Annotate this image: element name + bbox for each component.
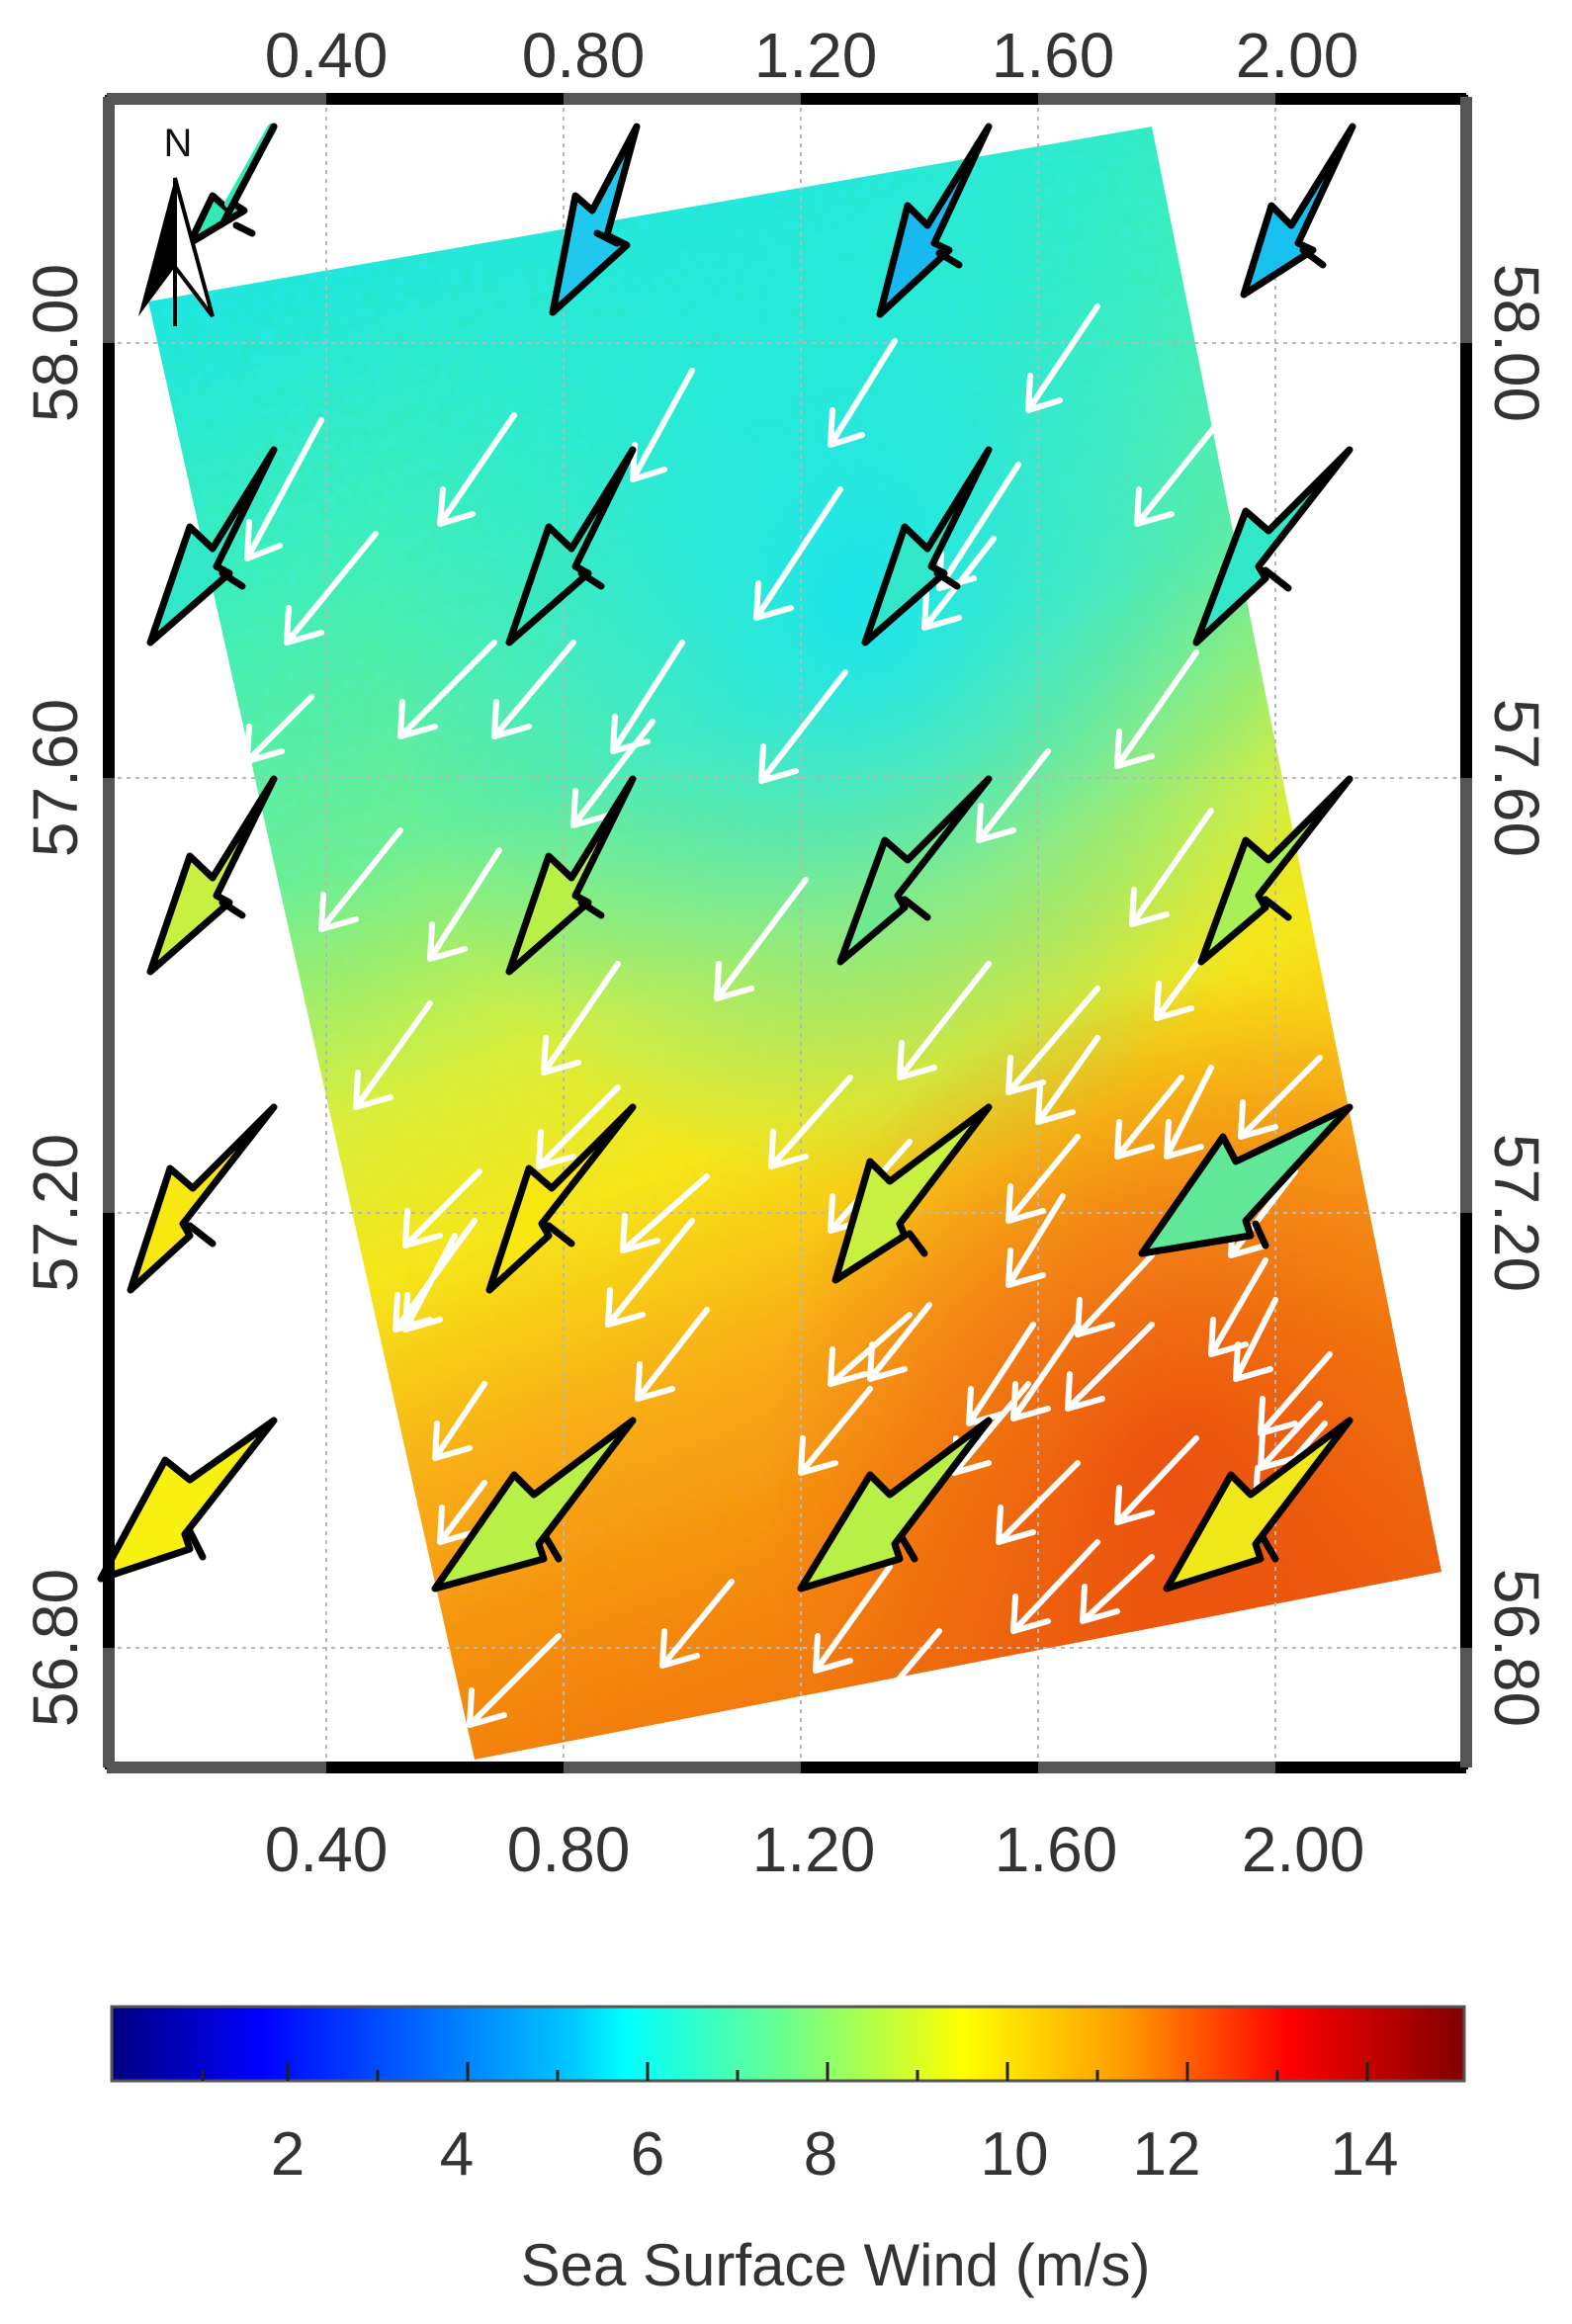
colorbar-label: Sea Surface Wind (m/s) bbox=[521, 2232, 1151, 2298]
wind-barb bbox=[146, 446, 278, 646]
wind-barb bbox=[1163, 1417, 1354, 1592]
x-tick-label: 2.00 bbox=[1242, 1814, 1365, 1885]
x-tick-label: 2.00 bbox=[1236, 20, 1359, 91]
colorbar-tick-label: 14 bbox=[1331, 2120, 1399, 2189]
x-tick-label: 1.20 bbox=[754, 20, 878, 91]
wind-barb bbox=[146, 775, 278, 976]
y-tick-label: 58.00 bbox=[1481, 264, 1552, 422]
colorbar: 2 4 6 8 10 12 14 Sea Surface Wind (m/s) bbox=[110, 2005, 1466, 2298]
colorbar-tick-label: 6 bbox=[631, 2120, 664, 2189]
y-tick-label: 57.60 bbox=[20, 699, 91, 857]
colorbar-tick-label: 8 bbox=[804, 2120, 837, 2189]
y-axis-left: 58.00 57.60 57.20 56.80 bbox=[20, 264, 91, 1727]
wind-barb bbox=[1192, 446, 1354, 646]
y-tick-label: 58.00 bbox=[20, 264, 91, 422]
x-tick-label: 1.60 bbox=[992, 20, 1115, 91]
colorbar-tick-label: 12 bbox=[1133, 2120, 1201, 2189]
wind-barb bbox=[431, 1417, 637, 1592]
x-tick-label: 0.40 bbox=[265, 20, 389, 91]
x-tick-label: 0.40 bbox=[265, 1814, 389, 1885]
model-wind-barbs bbox=[97, 123, 1356, 1592]
y-tick-label: 57.60 bbox=[1481, 699, 1552, 857]
y-tick-label: 56.80 bbox=[1481, 1569, 1552, 1727]
sar-wind-vector-set bbox=[234, 303, 1333, 1728]
wind-barb bbox=[836, 775, 993, 966]
colorbar-ticks bbox=[201, 2062, 1369, 2081]
x-axis-top: 0.40 0.80 1.20 1.60 2.00 bbox=[265, 20, 1359, 91]
x-tick-label: 1.20 bbox=[752, 1814, 876, 1885]
north-arrow: N bbox=[138, 122, 215, 326]
map-frame bbox=[103, 93, 1472, 1773]
y-tick-label: 57.20 bbox=[20, 1134, 91, 1292]
wind-barb bbox=[797, 1417, 993, 1592]
wind-barb bbox=[549, 123, 641, 316]
y-tick-label: 57.20 bbox=[1481, 1134, 1552, 1292]
colorbar-gradient bbox=[110, 2005, 1466, 2083]
colorbar-tick-label: 2 bbox=[271, 2120, 305, 2189]
wind-barb bbox=[876, 123, 993, 318]
y-tick-label: 56.80 bbox=[20, 1569, 91, 1727]
wind-barb bbox=[485, 1103, 637, 1294]
x-axis-bottom: 0.40 0.80 1.20 1.60 2.00 bbox=[265, 1814, 1365, 1885]
wind-barb bbox=[97, 1417, 278, 1583]
x-tick-label: 1.60 bbox=[995, 1814, 1118, 1885]
colorbar-tick-label: 10 bbox=[981, 2120, 1049, 2189]
wind-barb bbox=[1197, 775, 1354, 966]
wind-barb bbox=[505, 775, 637, 976]
wind-barb bbox=[831, 1103, 993, 1284]
north-label: N bbox=[164, 122, 193, 165]
y-axis-right: 58.00 57.60 57.20 56.80 bbox=[1481, 264, 1552, 1727]
wind-barb bbox=[127, 1103, 278, 1294]
x-tick-label: 0.80 bbox=[522, 20, 646, 91]
wind-barb bbox=[861, 446, 993, 646]
wind-barb bbox=[1240, 123, 1356, 299]
wind-barb bbox=[505, 446, 637, 646]
colorbar-tick-label: 4 bbox=[440, 2120, 474, 2189]
wind-barb bbox=[1138, 1103, 1354, 1257]
x-tick-label: 0.80 bbox=[507, 1814, 631, 1885]
